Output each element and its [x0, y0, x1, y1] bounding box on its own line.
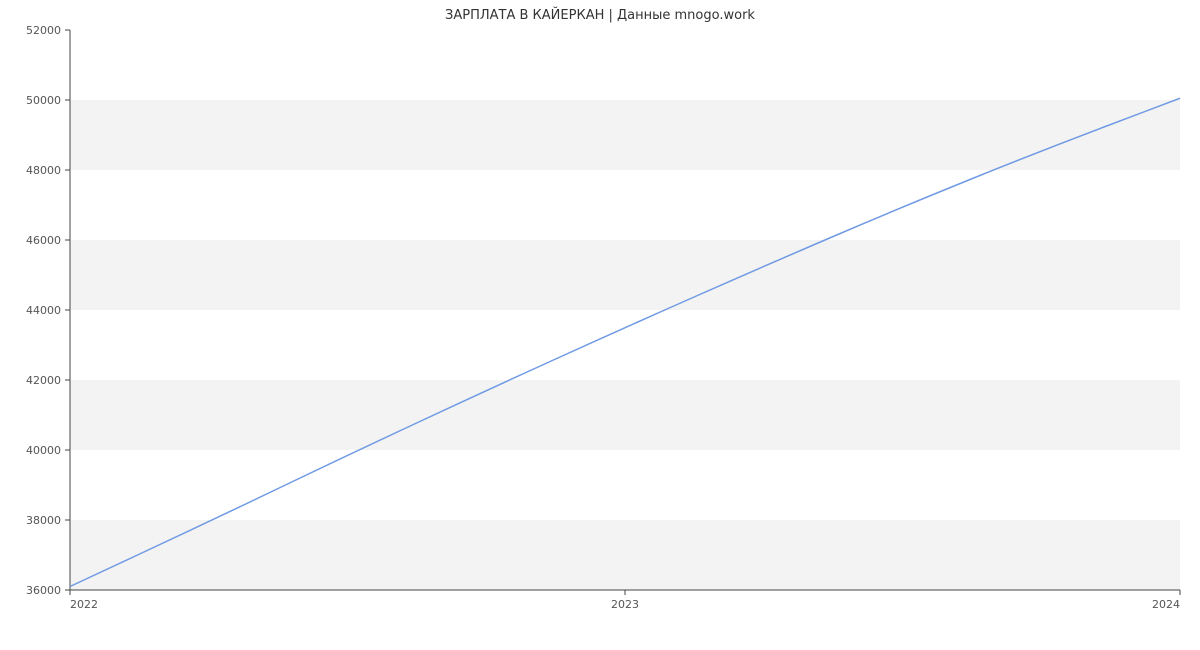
y-tick-label: 42000 [26, 374, 61, 387]
y-tick-label: 40000 [26, 444, 61, 457]
y-tick-label: 48000 [26, 164, 61, 177]
y-tick-label: 46000 [26, 234, 61, 247]
x-tick-label: 2023 [611, 598, 639, 611]
y-tick-label: 50000 [26, 94, 61, 107]
y-tick-label: 36000 [26, 584, 61, 597]
chart-svg: 36000 38000 40000 42000 44000 46000 48000 50000… [0, 0, 1200, 650]
y-tick-label: 44000 [26, 304, 61, 317]
x-tick-label: 2022 [70, 598, 98, 611]
salary-line-chart: ЗАРПЛАТА В КАЙЕРКАН | Данные mnogo.work … [0, 0, 1200, 650]
y-tick-label: 52000 [26, 24, 61, 37]
y-tick-label: 38000 [26, 514, 61, 527]
chart-title: ЗАРПЛАТА В КАЙЕРКАН | Данные mnogo.work [0, 8, 1200, 23]
x-tick-label: 2024 [1152, 598, 1180, 611]
